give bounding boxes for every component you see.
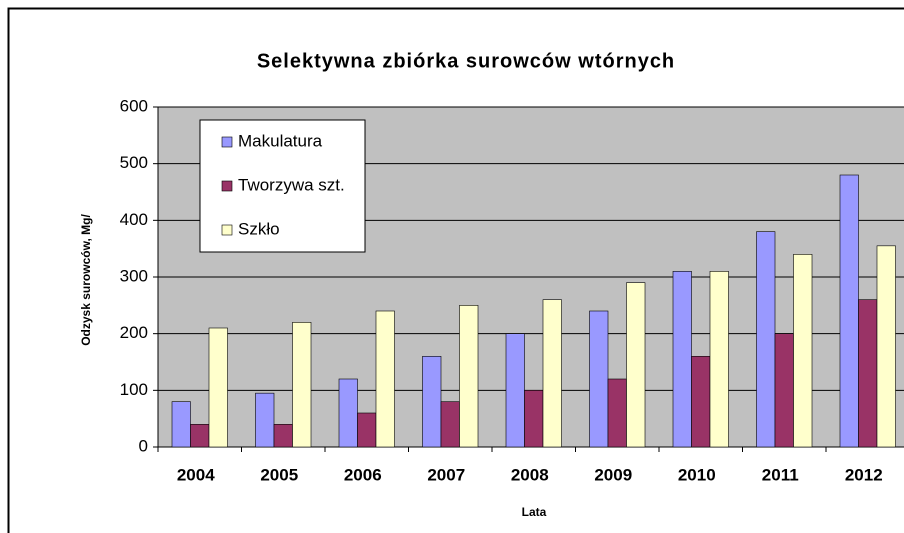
bar	[505, 333, 525, 448]
x-tick-label: 2006	[344, 465, 382, 484]
bar	[292, 322, 312, 448]
x-tick-label: 2008	[511, 465, 549, 484]
bar	[626, 282, 646, 448]
bar	[190, 424, 210, 448]
legend-label: Tworzywa szt.	[238, 175, 345, 194]
bar	[440, 401, 460, 448]
bar	[858, 299, 878, 448]
bar	[338, 378, 358, 448]
bar	[208, 327, 228, 448]
bar	[589, 310, 609, 448]
x-tick-label: 2012	[845, 465, 883, 484]
bar	[273, 424, 293, 448]
x-axis-label: Lata	[522, 505, 547, 519]
x-tick-label: 2011	[762, 465, 799, 484]
y-tick-label: 100	[120, 380, 148, 399]
x-tick-label: 2009	[594, 465, 632, 484]
y-tick-label: 600	[120, 96, 148, 115]
legend-swatch	[221, 180, 233, 192]
y-axis-label: Odzysk surowców, Mg/	[79, 214, 93, 346]
bar	[839, 174, 859, 448]
bar	[876, 245, 896, 448]
bar	[774, 333, 794, 448]
bar	[171, 401, 191, 448]
y-tick-label: 300	[120, 266, 148, 285]
x-tick-label: 2010	[678, 465, 716, 484]
y-tick-label: 400	[120, 210, 148, 229]
bar	[459, 305, 479, 448]
bar	[357, 412, 377, 448]
bar	[524, 390, 544, 448]
bar	[422, 356, 442, 448]
bar	[542, 299, 562, 448]
y-tick-label: 200	[120, 323, 148, 342]
bar	[756, 231, 776, 448]
y-tick-label: 500	[120, 153, 148, 172]
bar	[607, 378, 627, 448]
x-tick-label: 2004	[177, 465, 215, 484]
x-tick-label: 2007	[427, 465, 465, 484]
bar	[793, 254, 813, 448]
x-tick-label: 2005	[260, 465, 298, 484]
bar	[709, 271, 729, 448]
bar	[255, 392, 275, 448]
legend-label: Szkło	[238, 219, 280, 238]
legend-swatch	[221, 136, 233, 148]
legend-label: Makulatura	[238, 131, 323, 150]
y-tick-label: 0	[139, 436, 148, 455]
bar	[691, 356, 711, 448]
legend-swatch	[221, 224, 233, 236]
bar	[672, 271, 692, 448]
chart-title: Selektywna zbiórka surowców wtórnych	[257, 50, 675, 72]
bar	[375, 310, 395, 448]
